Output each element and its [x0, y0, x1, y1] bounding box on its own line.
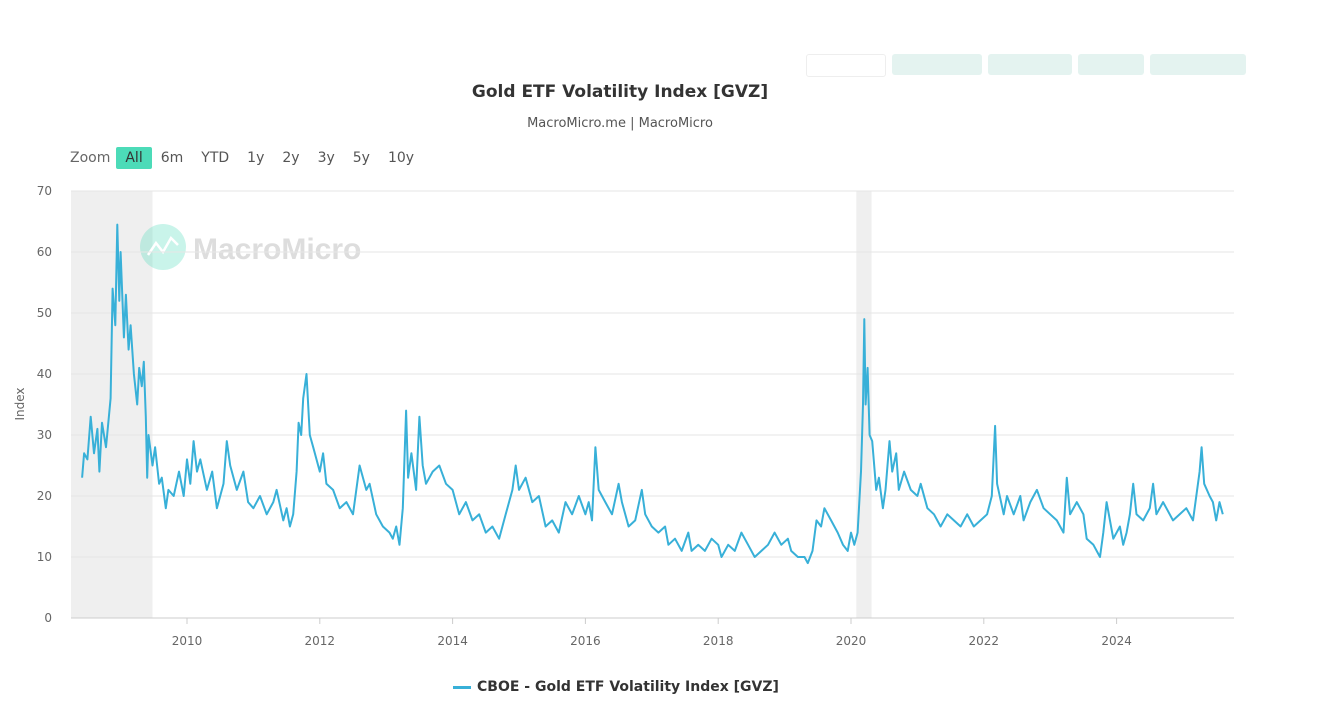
- zoom-option-5y[interactable]: 5y: [352, 150, 370, 166]
- toolbar-button[interactable]: [892, 54, 982, 75]
- zoom-option-10y[interactable]: 10y: [387, 150, 415, 166]
- y-tick-label: 40: [37, 367, 52, 381]
- watermark-text: MacroMicro: [193, 233, 361, 266]
- chart-subtitle: MacroMicro.me | MacroMicro: [527, 116, 713, 131]
- x-tick-label: 2010: [172, 634, 203, 648]
- toolbar-button[interactable]: [988, 54, 1072, 75]
- zoom-option-3y[interactable]: 3y: [317, 150, 335, 166]
- toolbar-button[interactable]: [1150, 54, 1246, 75]
- legend-item[interactable]: CBOE - Gold ETF Volatility Index [GVZ]: [453, 679, 779, 695]
- zoom-option-all[interactable]: All: [116, 147, 152, 169]
- legend-label: CBOE - Gold ETF Volatility Index [GVZ]: [477, 679, 779, 695]
- series-line: [81, 223, 1224, 565]
- zoom-selector: Zoom All 6m YTD 1y 2y 3y 5y 10y: [70, 147, 423, 169]
- zoom-option-1y[interactable]: 1y: [247, 150, 265, 166]
- chart-title: Gold ETF Volatility Index [GVZ]: [471, 82, 769, 102]
- x-tick-label: 2020: [836, 634, 867, 648]
- y-tick-label: 70: [37, 184, 52, 198]
- watermark-logo-icon: [140, 224, 186, 270]
- x-tick-label: 2018: [703, 634, 734, 648]
- toolbar-button[interactable]: [806, 54, 886, 77]
- y-tick-label: 20: [37, 489, 52, 503]
- zoom-option-2y[interactable]: 2y: [282, 150, 300, 166]
- x-tick-label: 2012: [305, 634, 336, 648]
- shaded-period: [71, 191, 153, 618]
- x-tick-label: 2014: [437, 634, 468, 648]
- zoom-option-ytd[interactable]: YTD: [201, 150, 230, 166]
- y-tick-label: 0: [44, 611, 52, 625]
- y-tick-label: 10: [37, 550, 52, 564]
- y-tick-label: 60: [37, 245, 52, 259]
- y-axis-label: Index: [13, 387, 27, 420]
- x-tick-label: 2024: [1101, 634, 1132, 648]
- y-tick-label: 50: [37, 306, 52, 320]
- zoom-option-6m[interactable]: 6m: [160, 150, 184, 166]
- legend-swatch: [453, 685, 471, 689]
- x-tick-label: 2016: [570, 634, 601, 648]
- zoom-label: Zoom: [70, 150, 111, 166]
- y-tick-label: 30: [37, 428, 52, 442]
- x-tick-label: 2022: [969, 634, 1000, 648]
- toolbar-button[interactable]: [1078, 54, 1144, 75]
